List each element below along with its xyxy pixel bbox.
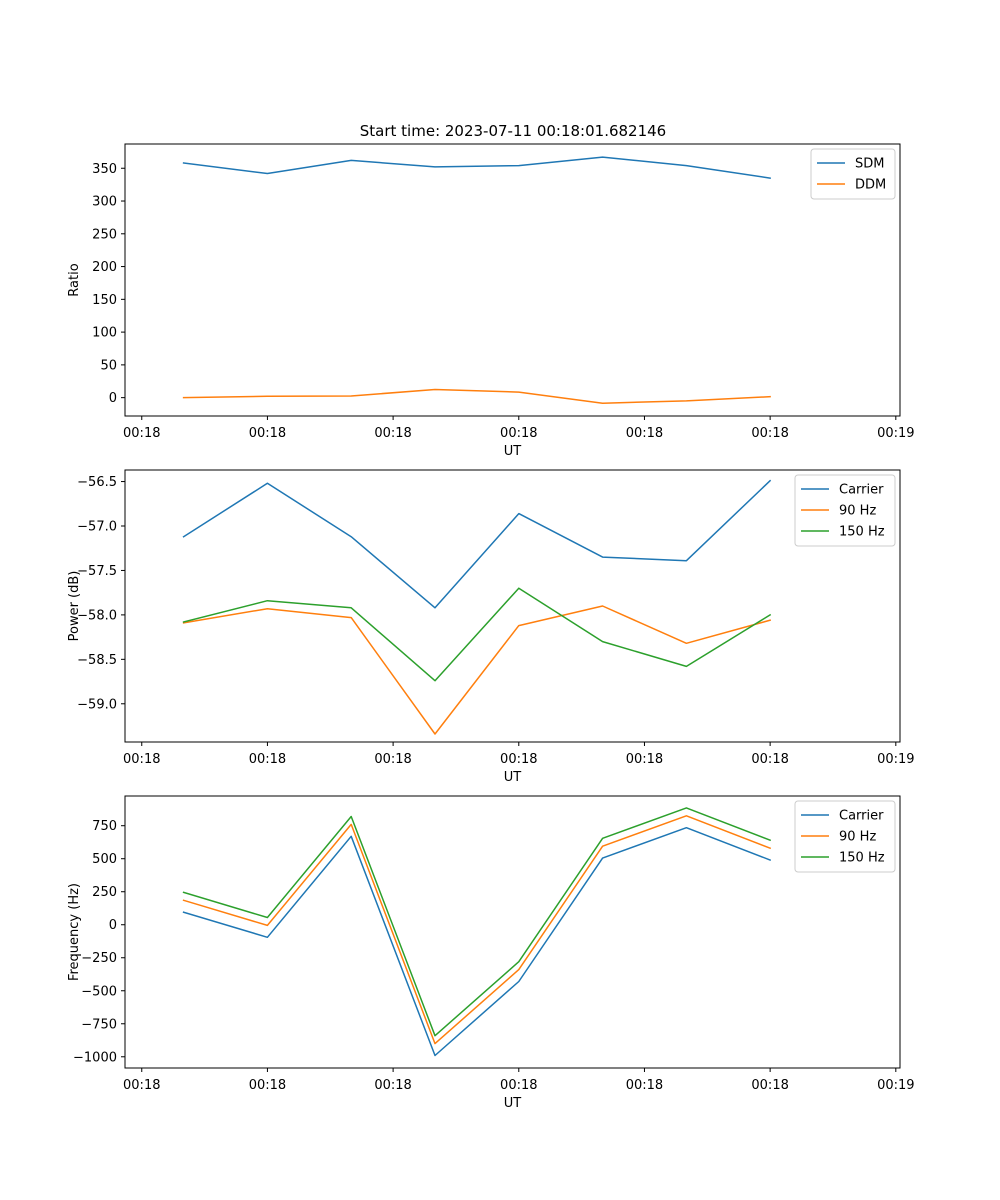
x-tick-label: 00:18: [249, 752, 286, 767]
y-tick-label: 750: [92, 819, 117, 834]
y-tick-label: −58.0: [77, 608, 117, 623]
legend: Carrier 90 Hz 150 Hz: [794, 800, 896, 873]
y-tick-label: −56.5: [77, 475, 117, 490]
x-tick-label: 00:18: [751, 752, 788, 767]
legend-label: 150 Hz: [839, 525, 885, 540]
legend: SDM DDM: [810, 148, 896, 200]
plot-area: [124, 795, 901, 1069]
legend: Carrier 90 Hz 150 Hz: [794, 474, 896, 547]
plot-area: [124, 143, 901, 417]
x-tick-label: 00:18: [751, 426, 788, 441]
axes-power: 00:18 00:18 00:18 00:18 00:18 00:18 00:19 −59.0…: [67, 469, 915, 785]
x-tick-label: 00:18: [374, 426, 411, 441]
x-tick-label: 00:18: [374, 752, 411, 767]
y-tick-label: −59.0: [77, 697, 117, 712]
x-tick-label: 00:18: [626, 1078, 663, 1093]
x-axis-label: UT: [504, 770, 522, 785]
x-tick-label: 00:18: [374, 1078, 411, 1093]
series-line-90-hz: [182, 605, 772, 735]
y-tick-label: −750: [81, 1017, 117, 1032]
chart-title: Start time: 2023-07-11 00:18:01.682146: [360, 122, 666, 140]
legend-label: 90 Hz: [839, 830, 876, 845]
y-tick-label: 150: [92, 293, 117, 308]
series-line-carrier: [182, 479, 772, 609]
y-tick-label: 500: [92, 852, 117, 867]
series-line-ddm: [182, 388, 771, 404]
y-tick-label: 200: [92, 260, 117, 275]
legend-box: [794, 474, 896, 547]
x-tick-label: 00:19: [877, 426, 914, 441]
legend-label: DDM: [855, 178, 886, 193]
legend-box: [794, 800, 896, 873]
axes-ratio: 00:18 00:18 00:18 00:18 00:18 00:18 00:19 0 50 10…: [67, 143, 915, 459]
x-tick-label: 00:18: [249, 1078, 286, 1093]
x-tick-label: 00:18: [626, 752, 663, 767]
x-tick-label: 00:19: [877, 1078, 914, 1093]
series-line-150-hz: [182, 587, 772, 682]
legend-label: SDM: [855, 157, 884, 172]
legend-label: 90 Hz: [839, 504, 876, 519]
axes-layer: 00:18 00:18 00:18 00:18 00:18 00:18 00:19 0 50 10…: [67, 143, 915, 1111]
y-axis-label: Ratio: [67, 263, 82, 296]
y-axis-label: Frequency (Hz): [67, 883, 82, 981]
y-tick-label: 0: [109, 391, 117, 406]
y-axis-label: Power (dB): [67, 571, 82, 642]
y-tick-label: 50: [100, 358, 117, 373]
x-tick-label: 00:18: [500, 1078, 537, 1093]
y-tick-label: 250: [92, 227, 117, 242]
axes-frequency: 00:18 00:18 00:18 00:18 00:18 00:18 00:19 −1000…: [67, 795, 915, 1111]
x-tick-label: 00:18: [249, 426, 286, 441]
y-tick-label: 350: [92, 162, 117, 177]
legend-label: 150 Hz: [839, 851, 885, 866]
y-tick-label: −250: [81, 951, 117, 966]
y-tick-label: −57.5: [77, 564, 117, 579]
plot-area: [124, 469, 901, 743]
x-tick-label: 00:18: [123, 1078, 160, 1093]
series-line-sdm: [182, 156, 771, 179]
x-axis-label: UT: [504, 444, 522, 459]
x-tick-label: 00:18: [751, 1078, 788, 1093]
y-tick-label: 250: [92, 885, 117, 900]
x-tick-label: 00:18: [500, 752, 537, 767]
y-tick-label: −57.0: [77, 520, 117, 535]
legend-box: [810, 148, 896, 200]
x-tick-label: 00:18: [626, 426, 663, 441]
series-line-90-hz: [182, 815, 772, 1045]
legend-label: Carrier: [839, 483, 884, 498]
legend-label: Carrier: [839, 809, 884, 824]
series-line-carrier: [182, 826, 772, 1057]
x-tick-label: 00:19: [877, 752, 914, 767]
x-tick-label: 00:18: [123, 752, 160, 767]
y-tick-label: −1000: [73, 1050, 117, 1065]
x-tick-label: 00:18: [123, 426, 160, 441]
x-axis-label: UT: [504, 1096, 522, 1111]
series-line-150-hz: [182, 807, 772, 1037]
y-tick-label: −58.5: [77, 653, 117, 668]
y-tick-label: 100: [92, 326, 117, 341]
y-tick-label: 300: [92, 195, 117, 210]
y-tick-label: 0: [109, 918, 117, 933]
y-tick-label: −500: [81, 984, 117, 999]
x-tick-label: 00:18: [500, 426, 537, 441]
